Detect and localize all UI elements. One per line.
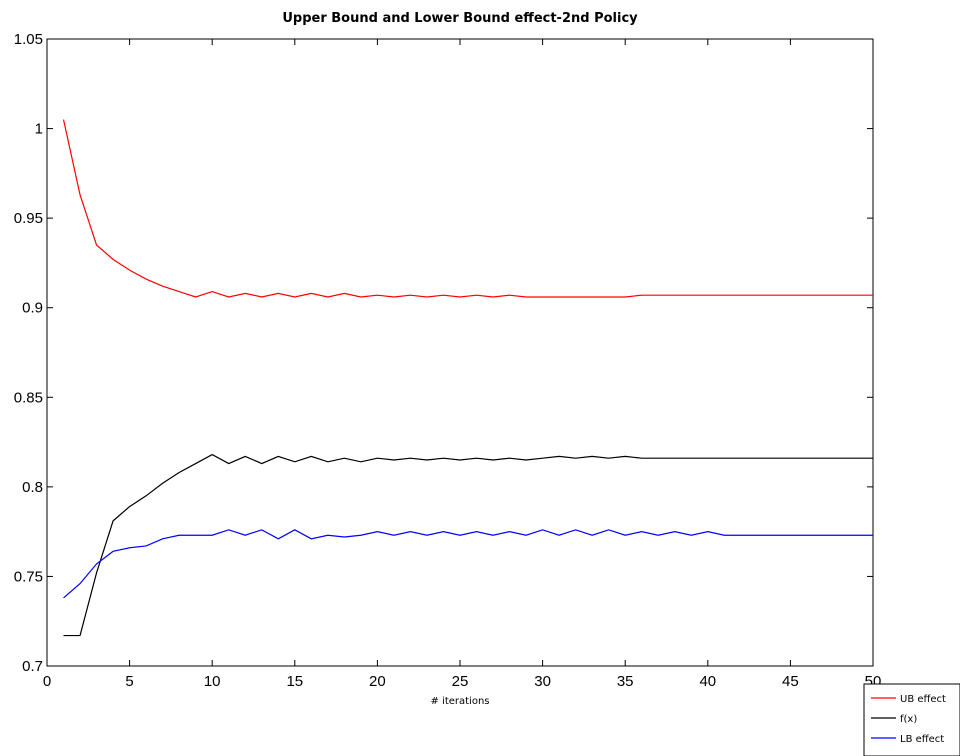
series-line-ub-effect (62, 119, 873, 298)
legend-label-f-x: f(x) (900, 714, 917, 725)
x-tick-label: 0 (43, 673, 51, 690)
y-tick-label: 0.95 (14, 210, 43, 227)
x-tick-label: 25 (452, 673, 469, 690)
series-line-f-x (63, 453, 873, 637)
legend-label-lb-effect: LB effect (900, 734, 944, 745)
x-tick-label: 35 (617, 673, 634, 690)
x-tick-label: 20 (369, 673, 386, 690)
series-line-lb-effect (63, 529, 873, 599)
x-tick-label: 15 (286, 673, 303, 690)
y-tick-label: 0.85 (14, 389, 43, 406)
legend: UB effect f(x) LB effect (863, 683, 960, 756)
plot-area (46, 38, 874, 667)
x-tick-label: 30 (534, 673, 551, 690)
y-tick-label: 1.05 (14, 31, 43, 48)
x-tick-label: 10 (204, 673, 221, 690)
axis-ticks: 0 5 10 15 20 25 30 35 40 45 500.70.750.80.850.90.9… (14, 31, 882, 690)
y-tick-label: 0.7 (22, 658, 43, 675)
x-axis-label: # iterations (430, 696, 489, 707)
y-tick-label: 0.8 (22, 479, 43, 496)
legend-label-ub-effect: UB effect (900, 694, 946, 705)
y-tick-label: 1 (35, 121, 43, 138)
y-tick-label: 0.9 (22, 300, 43, 317)
x-tick-label: 5 (125, 673, 133, 690)
chart-title: Upper Bound and Lower Bound effect-2nd P… (282, 11, 638, 26)
x-tick-label: 40 (699, 673, 716, 690)
series-layer (62, 119, 873, 637)
y-tick-label: 0.75 (14, 568, 43, 585)
x-tick-label: 45 (782, 673, 799, 690)
legend-box (863, 683, 960, 756)
